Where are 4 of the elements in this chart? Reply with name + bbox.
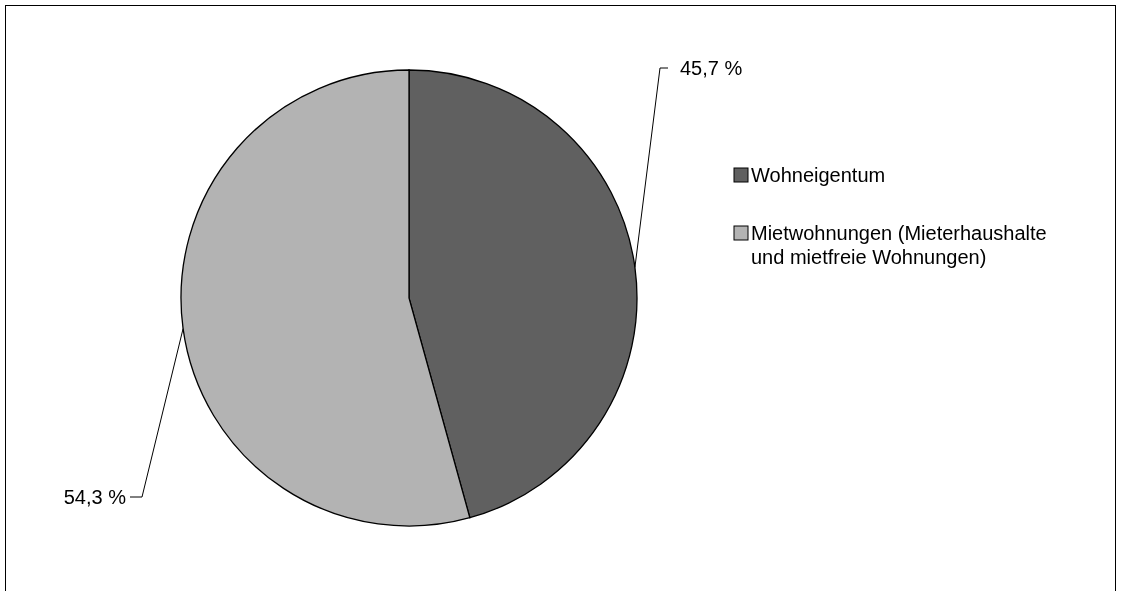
legend-label: Wohneigentum: [751, 164, 886, 186]
legend-label: Mietwohnungen (Mieterhaushalte und mietfreie Wohnungen): [751, 222, 1047, 268]
data-label: 54,3 %: [63, 486, 127, 508]
data-label: 45,7 %: [680, 57, 743, 79]
